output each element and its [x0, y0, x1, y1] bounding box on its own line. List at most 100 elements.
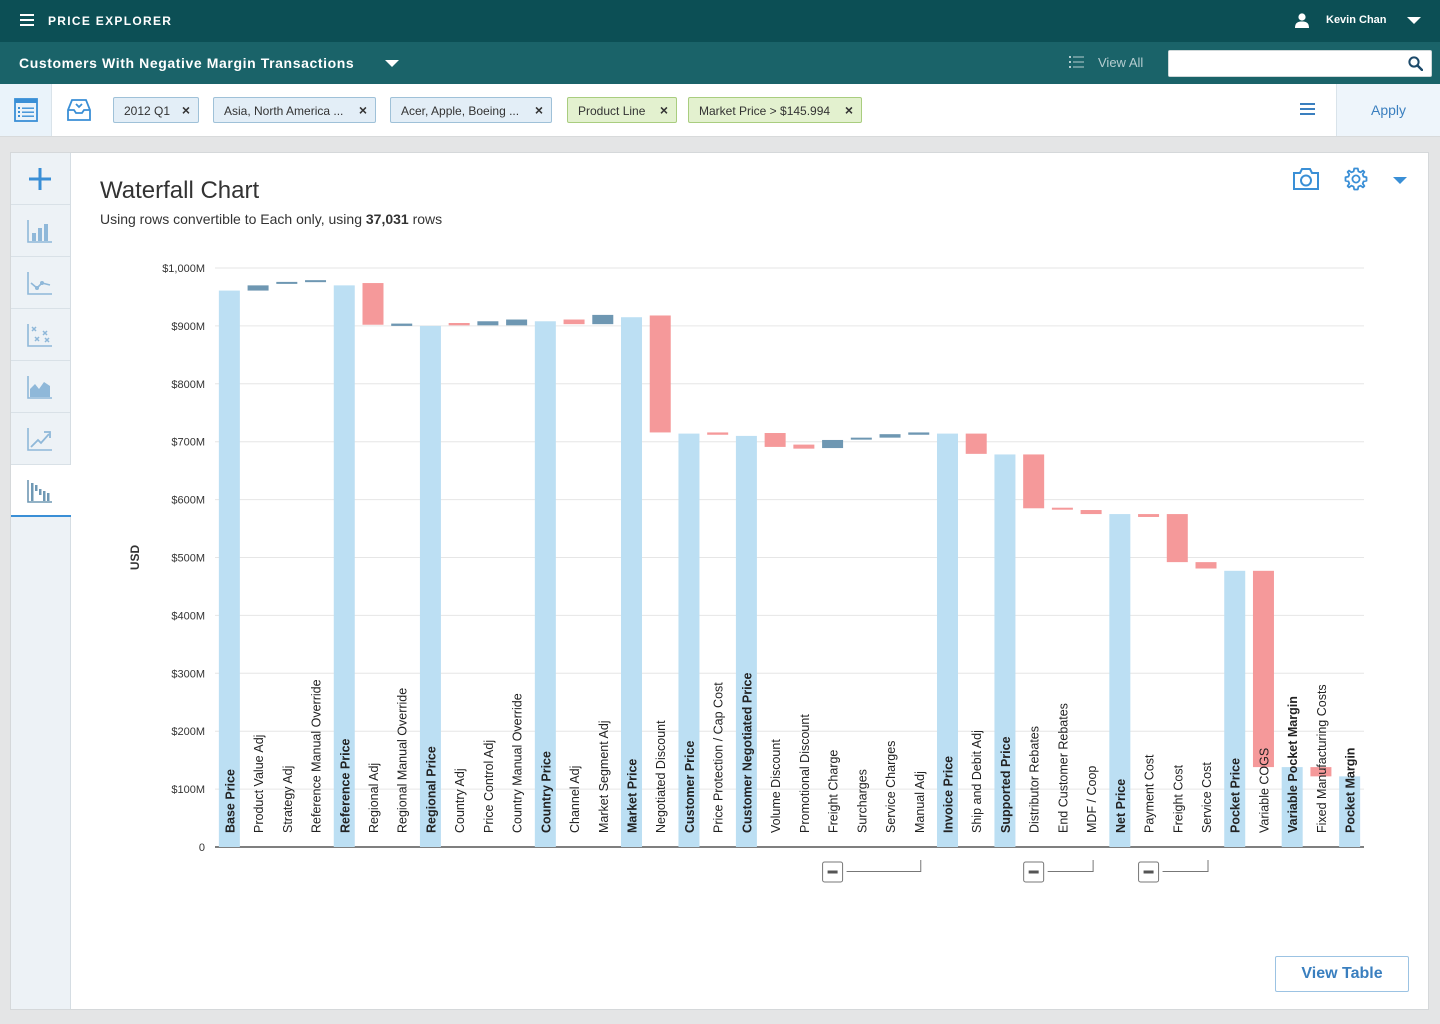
category-label: Country Manual Override — [511, 693, 525, 833]
waterfall-bar[interactable] — [419, 325, 441, 847]
gear-icon[interactable] — [1344, 167, 1368, 191]
waterfall-bar[interactable] — [1339, 776, 1361, 847]
y-tick-label: $400M — [171, 610, 205, 622]
filter-menu-icon[interactable] — [1300, 103, 1315, 116]
menu-icon[interactable] — [20, 14, 34, 26]
waterfall-bar[interactable] — [333, 285, 355, 847]
waterfall-chart: 0 $100M $200M $300M $400M $500M $600M $700M $800… — [128, 263, 1364, 883]
waterfall-bar[interactable] — [1224, 570, 1246, 847]
user-menu-chevron-down-icon[interactable] — [1407, 17, 1421, 24]
inbox-icon[interactable] — [66, 98, 92, 122]
list-view-icon — [14, 98, 38, 122]
waterfall-bar[interactable] — [678, 433, 700, 847]
category-label: Strategy Adj — [281, 766, 295, 833]
area-chart-button[interactable] — [11, 361, 70, 413]
waterfall-bar[interactable] — [1310, 767, 1332, 777]
waterfall-bar[interactable] — [448, 323, 470, 326]
remove-filter-close-icon[interactable]: × — [181, 102, 190, 118]
view-all-link[interactable]: View All — [1098, 55, 1144, 70]
waterfall-bar[interactable] — [793, 444, 815, 449]
waterfall-bar[interactable] — [362, 283, 384, 325]
view-table-button[interactable]: View Table — [1275, 956, 1409, 992]
filter-chip-customer[interactable]: Acer, Apple, Boeing ... × — [390, 97, 552, 123]
minus-icon — [827, 870, 838, 874]
waterfall-bar[interactable] — [534, 321, 556, 847]
search-box — [1168, 50, 1432, 77]
waterfall-bar[interactable] — [735, 435, 757, 847]
remove-filter-close-icon[interactable]: × — [534, 102, 543, 118]
waterfall-bar[interactable] — [965, 433, 987, 454]
category-label: Freight Cost — [1171, 764, 1185, 833]
filter-list-button[interactable] — [0, 84, 52, 136]
search-input[interactable] — [1169, 51, 1399, 76]
remove-filter-close-icon[interactable]: × — [358, 102, 367, 118]
trend-chart-button[interactable] — [11, 413, 70, 465]
camera-icon[interactable] — [1292, 167, 1320, 191]
waterfall-bar[interactable] — [822, 439, 844, 449]
category-label: Variable Pocket Margin — [1286, 696, 1300, 833]
waterfall-bar[interactable] — [1166, 514, 1188, 563]
waterfall-bar[interactable] — [621, 317, 643, 848]
waterfall-bar[interactable] — [1252, 570, 1274, 768]
waterfall-bar[interactable] — [592, 314, 614, 325]
search-icon[interactable] — [1408, 56, 1423, 71]
category-label: Country Adj — [453, 768, 467, 833]
minus-icon — [1028, 870, 1039, 874]
collapse-group — [1023, 860, 1094, 883]
scatter-chart-button[interactable] — [11, 309, 70, 361]
user-name[interactable]: Kevin Chan — [1326, 14, 1387, 26]
filter-chip-product-line[interactable]: Product Line × — [567, 97, 677, 123]
filter-chip-label: Product Line — [578, 104, 646, 118]
waterfall-bar[interactable] — [1023, 454, 1045, 509]
waterfall-bar[interactable] — [850, 437, 872, 440]
waterfall-bar[interactable] — [936, 433, 958, 847]
report-title[interactable]: Customers With Negative Margin Transacti… — [19, 55, 355, 71]
category-label: Promotional Discount — [798, 714, 812, 833]
waterfall-bar[interactable] — [1109, 514, 1131, 847]
y-tick-label: $1,000M — [162, 263, 205, 275]
add-chart-button[interactable] — [11, 153, 70, 205]
waterfall-chart-button[interactable] — [11, 465, 71, 517]
waterfall-bar[interactable] — [1051, 507, 1073, 510]
remove-filter-close-icon[interactable]: × — [844, 102, 853, 118]
group-bracket — [846, 860, 922, 872]
waterfall-bar[interactable] — [391, 323, 413, 326]
waterfall-bar[interactable] — [764, 433, 786, 447]
category-label: Invoice Price — [941, 756, 955, 833]
user-icon[interactable] — [1294, 12, 1310, 28]
waterfall-bar[interactable] — [477, 321, 499, 326]
line-chart-button[interactable] — [11, 257, 70, 309]
filter-chip-market-price[interactable]: Market Price > $145.994 × — [688, 97, 862, 123]
waterfall-bar[interactable] — [908, 432, 930, 435]
filter-chip-period[interactable]: 2012 Q1 × — [113, 97, 199, 123]
waterfall-bar[interactable] — [1281, 767, 1303, 847]
waterfall-bar[interactable] — [247, 285, 269, 291]
category-label: Customer Negotiated Price — [740, 672, 754, 833]
add-icon — [29, 168, 51, 190]
minus-icon — [1143, 870, 1154, 874]
waterfall-chart-icon — [27, 480, 52, 503]
waterfall-bar[interactable] — [563, 319, 585, 325]
filter-chip-region[interactable]: Asia, North America ... × — [213, 97, 376, 123]
category-label: Reference Price — [338, 738, 352, 833]
waterfall-bar[interactable] — [1080, 510, 1102, 515]
panel-options-chevron-down-icon[interactable] — [1393, 177, 1407, 184]
waterfall-bar[interactable] — [1195, 562, 1217, 569]
report-chevron-down-icon[interactable] — [385, 60, 399, 67]
waterfall-bar[interactable] — [276, 281, 298, 284]
waterfall-bar[interactable] — [218, 290, 240, 847]
list-icon[interactable] — [1069, 55, 1084, 69]
waterfall-bar[interactable] — [879, 434, 901, 438]
waterfall-bar[interactable] — [1138, 514, 1160, 517]
waterfall-bar[interactable] — [305, 280, 327, 283]
apply-button[interactable]: Apply — [1336, 84, 1440, 136]
category-label: Net Price — [1114, 779, 1128, 833]
waterfall-bar[interactable] — [707, 432, 729, 435]
waterfall-bar[interactable] — [649, 315, 671, 433]
remove-filter-close-icon[interactable]: × — [659, 102, 668, 118]
bar-chart-button[interactable] — [11, 205, 70, 257]
waterfall-bar[interactable] — [994, 454, 1016, 847]
filter-chip-label: Market Price > $145.994 — [699, 104, 831, 118]
waterfall-bar[interactable] — [506, 319, 528, 326]
line-chart-icon — [27, 272, 52, 295]
